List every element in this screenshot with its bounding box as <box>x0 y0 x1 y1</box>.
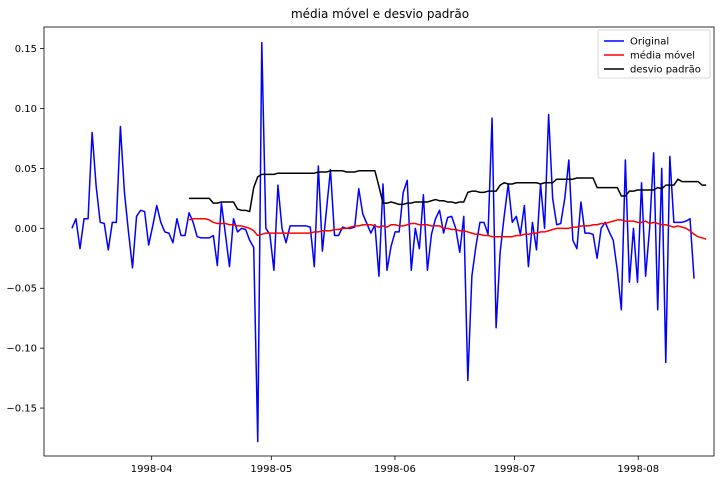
series-line-media-movel <box>188 217 707 240</box>
y-tick-label: −0.10 <box>6 344 37 355</box>
y-tick-label: 0.00 <box>15 224 37 235</box>
y-axis: −0.15 −0.10 −0.05 0.00 0.05 0.10 0.15 <box>6 44 44 415</box>
series-group <box>71 41 707 443</box>
x-axis: 1998-04 1998-05 1998-06 1998-07 1998-08 <box>131 456 659 475</box>
y-tick-label: −0.05 <box>6 284 37 295</box>
plot-border <box>43 26 715 457</box>
x-tick-label: 1998-07 <box>494 464 536 475</box>
series-line-desvio-padrao <box>189 170 707 213</box>
y-tick-label: 0.15 <box>15 44 37 55</box>
chart-title: média móvel e desvio padrão <box>291 7 469 21</box>
x-tick-label: 1998-08 <box>617 464 659 475</box>
x-tick-label: 1998-05 <box>250 464 292 475</box>
legend-label-desvio-padrao: desvio padrão <box>630 65 701 76</box>
series-line-original <box>71 41 695 443</box>
legend: Original média móvel desvio padrão <box>597 29 711 79</box>
x-tick-label: 1998-06 <box>374 464 416 475</box>
y-tick-label: −0.15 <box>6 404 37 415</box>
y-tick-label: 0.10 <box>15 104 37 115</box>
legend-label-original: Original <box>630 37 669 48</box>
x-tick-label: 1998-04 <box>131 464 173 475</box>
y-tick-label: 0.05 <box>15 164 37 175</box>
legend-label-media-movel: média móvel <box>630 50 695 62</box>
legend-box <box>597 29 711 79</box>
plot-area <box>44 27 714 456</box>
